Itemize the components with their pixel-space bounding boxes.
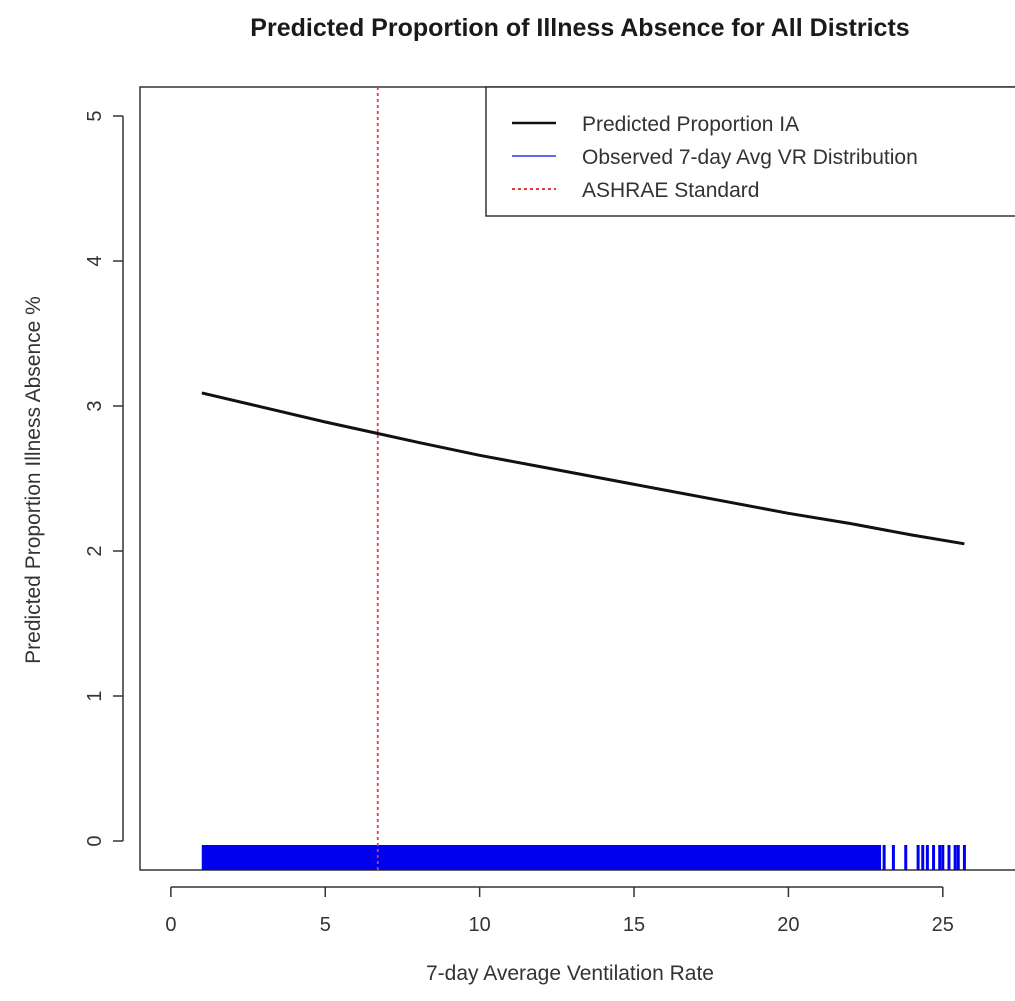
y-tick-label-1: 1 [84,690,106,701]
x-tick-label-25: 25 [932,914,954,936]
rug-band [201,845,882,870]
y-tick-label-4: 4 [84,255,106,266]
legend: Predicted Proportion IA Observed 7-day A… [485,86,1015,217]
y-axis-label: Predicted Proportion Illness Absence % [22,296,45,664]
legend-label-observed: Observed 7-day Avg VR Distribution [582,146,918,169]
legend-box [485,86,1015,217]
x-tick-label-5: 5 [320,914,331,936]
y-tick-label-5: 5 [84,110,106,121]
x-tick-label-20: 20 [777,914,799,936]
legend-label-ashrae: ASHRAE Standard [582,179,759,202]
x-tick-label-15: 15 [623,914,645,936]
y-tick-label-3: 3 [84,400,106,411]
predicted-line [201,391,965,546]
plot-marks [201,87,966,870]
x-axis: 0 5 10 15 20 25 [165,886,954,936]
y-tick-label-0: 0 [84,835,106,846]
x-axis-label: 7-day Average Ventilation Rate [426,962,714,985]
legend-label-predicted: Predicted Proportion IA [582,113,799,136]
x-tick-label-10: 10 [469,914,491,936]
chart-title: Predicted Proportion of Illness Absence … [250,14,909,42]
x-tick-label-0: 0 [165,914,176,936]
y-tick-label-2: 2 [84,545,106,556]
y-axis: 0 1 2 3 4 5 [84,110,124,847]
